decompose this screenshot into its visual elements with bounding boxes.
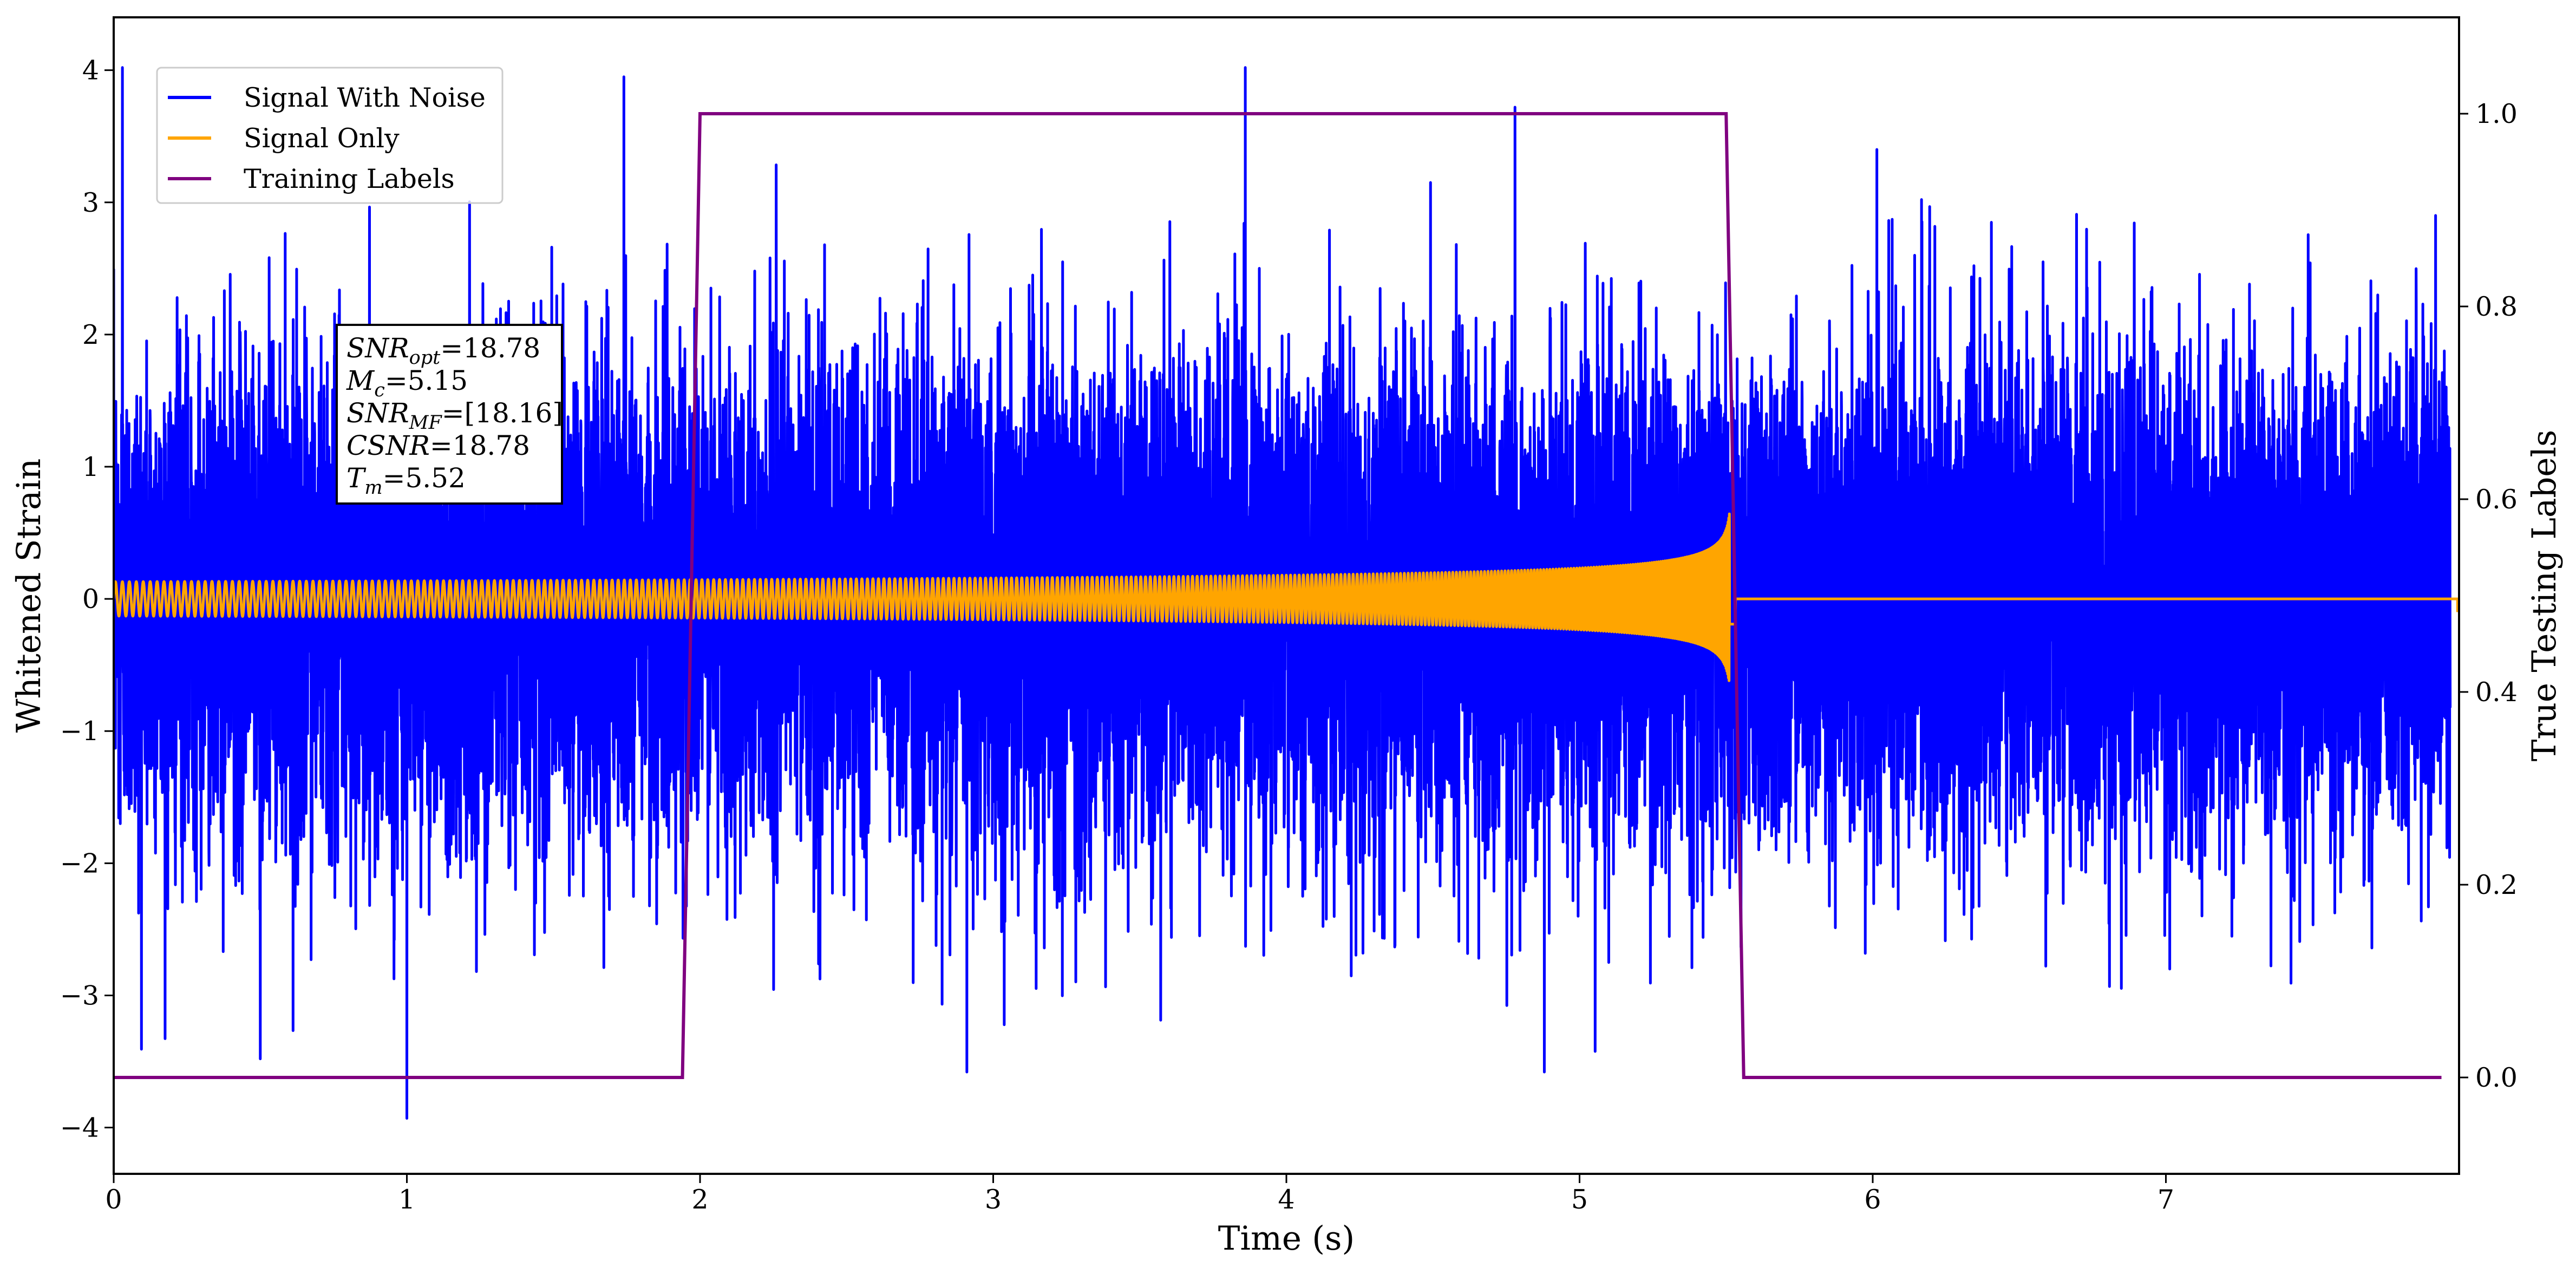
info-value: =18.78 [430, 430, 530, 461]
series-line-training-labels [114, 112, 2442, 1079]
info-subscript: opt [409, 347, 441, 369]
info-line: SNRopt=18.78 [346, 332, 540, 369]
legend-label-training-labels: Training Labels [244, 164, 455, 194]
info-value: =18.78 [440, 332, 540, 364]
x-tick-label: 1 [398, 1184, 415, 1215]
info-subscript: c [374, 380, 385, 401]
series-line-signal-only [114, 512, 2459, 682]
info-line: Mc=5.15 [346, 365, 468, 401]
y2-axis-title: True Testing Labels [2525, 430, 2564, 762]
x-tick-label: 7 [2157, 1184, 2174, 1215]
x-tick-label: 5 [1571, 1184, 1588, 1215]
y2-tick-label: 0.8 [2475, 291, 2518, 322]
y-tick-label: −4 [60, 1113, 99, 1144]
info-line: SNRMF=[18.16] [346, 397, 563, 434]
info-value: =5.15 [385, 365, 468, 396]
x-tick-label: 6 [1864, 1184, 1881, 1215]
y-tick-label: 4 [82, 55, 99, 86]
x-axis-title: Time (s) [1218, 1219, 1355, 1258]
x-tick-label: 0 [105, 1184, 122, 1215]
y2-tick-label: 0.2 [2475, 870, 2518, 900]
x-tick-label: 4 [1278, 1184, 1294, 1215]
y-axis-title: Whitened Strain [10, 459, 48, 733]
info-box: SNRopt=18.78Mc=5.15SNRMF=[18.16]CSNR=18.… [336, 324, 563, 505]
info-symbol: T [346, 462, 367, 494]
info-symbol: SNR [346, 332, 409, 364]
y-tick-label: 0 [82, 584, 99, 615]
y-tick-label: −3 [60, 980, 99, 1011]
info-value: =5.52 [383, 462, 466, 494]
legend-label-signal-with-noise: Signal With Noise [244, 82, 486, 113]
info-value: =[18.16] [442, 397, 563, 429]
y2-tick-label: 0.4 [2475, 677, 2518, 708]
y-tick-label: −1 [60, 716, 99, 747]
info-box-frame [336, 324, 563, 505]
y-tick-label: −2 [60, 848, 99, 879]
info-line: Tm=5.52 [346, 462, 466, 499]
y2-tick-label: 0.0 [2475, 1062, 2518, 1093]
info-symbol: SNR [346, 397, 409, 429]
y2-tick-label: 1.0 [2475, 99, 2518, 129]
info-line: CSNR=18.78 [346, 430, 530, 461]
info-symbol: CSNR [346, 430, 430, 461]
y-tick-label: 3 [82, 187, 99, 218]
legend-box [156, 67, 504, 204]
x-tick-label: 2 [691, 1184, 708, 1215]
info-subscript: MF [409, 412, 443, 434]
y-tick-label: 2 [82, 319, 99, 350]
legend-label-signal-only: Signal Only [244, 123, 400, 154]
axes: 0 1 2 3 4 5 6 7 −4 −3 −2 −1 0 1 2 3 4 0.0 0.2 0.4 0.6 0.8 1.0 T… [10, 16, 2564, 1258]
info-symbol: M [346, 365, 375, 396]
info-subscript: m [364, 477, 382, 499]
y-tick-label: 1 [82, 452, 99, 482]
legend: Signal With Noise Signal Only Training Lab… [156, 67, 504, 204]
y2-tick-label: 0.6 [2475, 484, 2518, 515]
x-tick-label: 3 [985, 1184, 1002, 1215]
